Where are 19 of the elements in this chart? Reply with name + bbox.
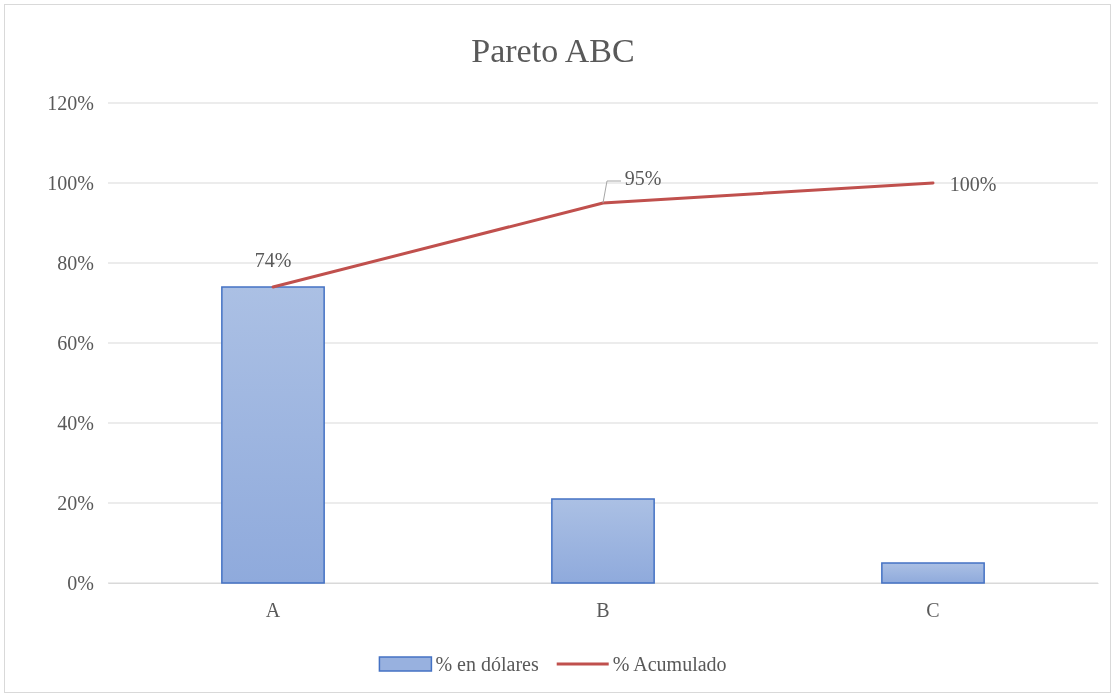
legend-label: % en dólares <box>435 653 539 675</box>
x-tick-label: C <box>926 599 940 622</box>
y-tick-label: 120% <box>47 91 94 114</box>
data-label: 100% <box>949 173 997 195</box>
y-tick-label: 0% <box>67 571 94 594</box>
bar <box>221 286 325 584</box>
legend-label: % Acumulado <box>612 653 727 675</box>
bar <box>551 498 655 584</box>
chart-title: Pareto ABC <box>471 32 635 69</box>
y-tick-label: 60% <box>57 331 94 354</box>
y-tick-label: 40% <box>57 411 94 434</box>
data-label: 74% <box>254 249 292 271</box>
y-tick-label: 20% <box>57 491 94 514</box>
y-tick-label: 80% <box>57 251 94 274</box>
x-tick-label: B <box>596 599 610 622</box>
y-tick-label: 100% <box>47 171 94 194</box>
bar <box>881 562 985 584</box>
x-tick-label: A <box>265 599 281 622</box>
data-label: 95% <box>624 167 662 189</box>
